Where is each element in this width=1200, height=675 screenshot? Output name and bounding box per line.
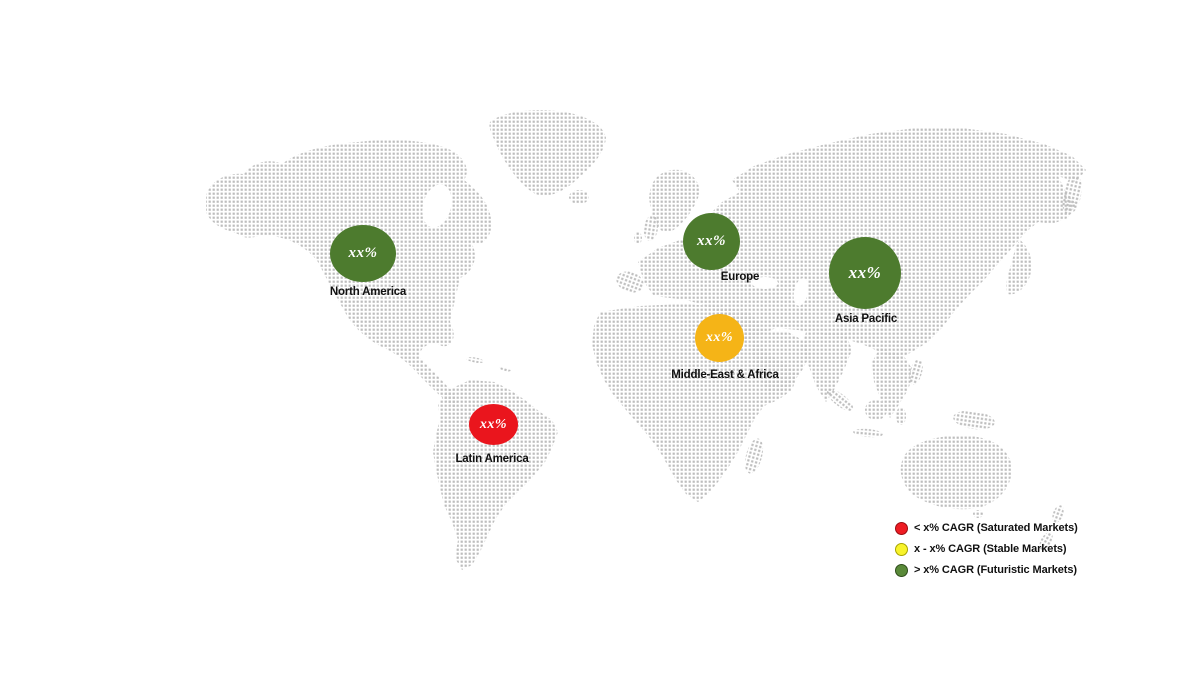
region-value: xx% bbox=[848, 263, 882, 282]
greenland bbox=[489, 110, 606, 196]
caribbean-islands bbox=[466, 357, 484, 363]
region-label-latin-america: Latin America bbox=[455, 453, 529, 465]
iberia bbox=[616, 271, 644, 293]
australia bbox=[900, 435, 1012, 510]
philippines bbox=[909, 359, 923, 385]
borneo bbox=[865, 400, 887, 420]
scandinavia bbox=[649, 169, 700, 233]
legend-dot-green bbox=[895, 563, 908, 577]
legend-item-futuristic: > x% CAGR (Futuristic Markets) bbox=[895, 563, 1078, 577]
new-guinea bbox=[953, 410, 995, 430]
region-value: xx% bbox=[479, 416, 508, 432]
java bbox=[853, 428, 883, 438]
kamchatka bbox=[1062, 175, 1082, 215]
region-value: xx% bbox=[348, 245, 378, 261]
region-bubble-asia-pacific: xx% bbox=[829, 237, 901, 309]
region-label-europe: Europe bbox=[720, 271, 760, 283]
tasmania bbox=[973, 510, 983, 518]
region-label-middle-east-africa: Middle-East & Africa bbox=[671, 369, 779, 381]
region-bubble-latin-america: xx% bbox=[469, 404, 518, 445]
sulawesi bbox=[896, 407, 906, 425]
caspian-sea-water bbox=[793, 278, 809, 306]
region-bubble-north-america: xx% bbox=[330, 225, 396, 282]
region-bubble-middle-east-africa: xx% bbox=[695, 314, 744, 362]
continents bbox=[206, 110, 1086, 570]
legend-dot-red bbox=[895, 521, 908, 535]
region-label-asia-pacific: Asia Pacific bbox=[834, 313, 898, 325]
new-zealand-north bbox=[1052, 505, 1064, 523]
iceland bbox=[569, 190, 589, 204]
continent-africa bbox=[592, 304, 798, 502]
legend: < x% CAGR (Saturated Markets) x - x% CAG… bbox=[895, 521, 1078, 577]
new-zealand-south bbox=[1039, 531, 1053, 551]
india bbox=[802, 332, 852, 402]
hudson-bay-water bbox=[422, 184, 452, 228]
black-sea-water bbox=[752, 277, 778, 289]
japan bbox=[1006, 240, 1032, 295]
caribbean-islands bbox=[499, 366, 511, 372]
sumatra bbox=[826, 389, 854, 411]
uk bbox=[643, 215, 659, 241]
region-label-north-america: North America bbox=[329, 286, 407, 298]
continent-south-america bbox=[433, 380, 558, 570]
legend-label: x - x% CAGR (Stable Markets) bbox=[914, 543, 1067, 555]
legend-dot-yellow bbox=[895, 542, 908, 556]
madagascar bbox=[744, 438, 764, 474]
legend-label: > x% CAGR (Futuristic Markets) bbox=[914, 564, 1077, 576]
indochina bbox=[872, 348, 914, 418]
legend-label: < x% CAGR (Saturated Markets) bbox=[914, 522, 1078, 534]
legend-item-stable: x - x% CAGR (Stable Markets) bbox=[895, 542, 1078, 556]
legend-item-saturated: < x% CAGR (Saturated Markets) bbox=[895, 521, 1078, 535]
region-value: xx% bbox=[705, 330, 734, 345]
region-value: xx% bbox=[697, 233, 726, 249]
ireland bbox=[634, 232, 642, 244]
region-bubble-europe: xx% bbox=[683, 213, 740, 270]
